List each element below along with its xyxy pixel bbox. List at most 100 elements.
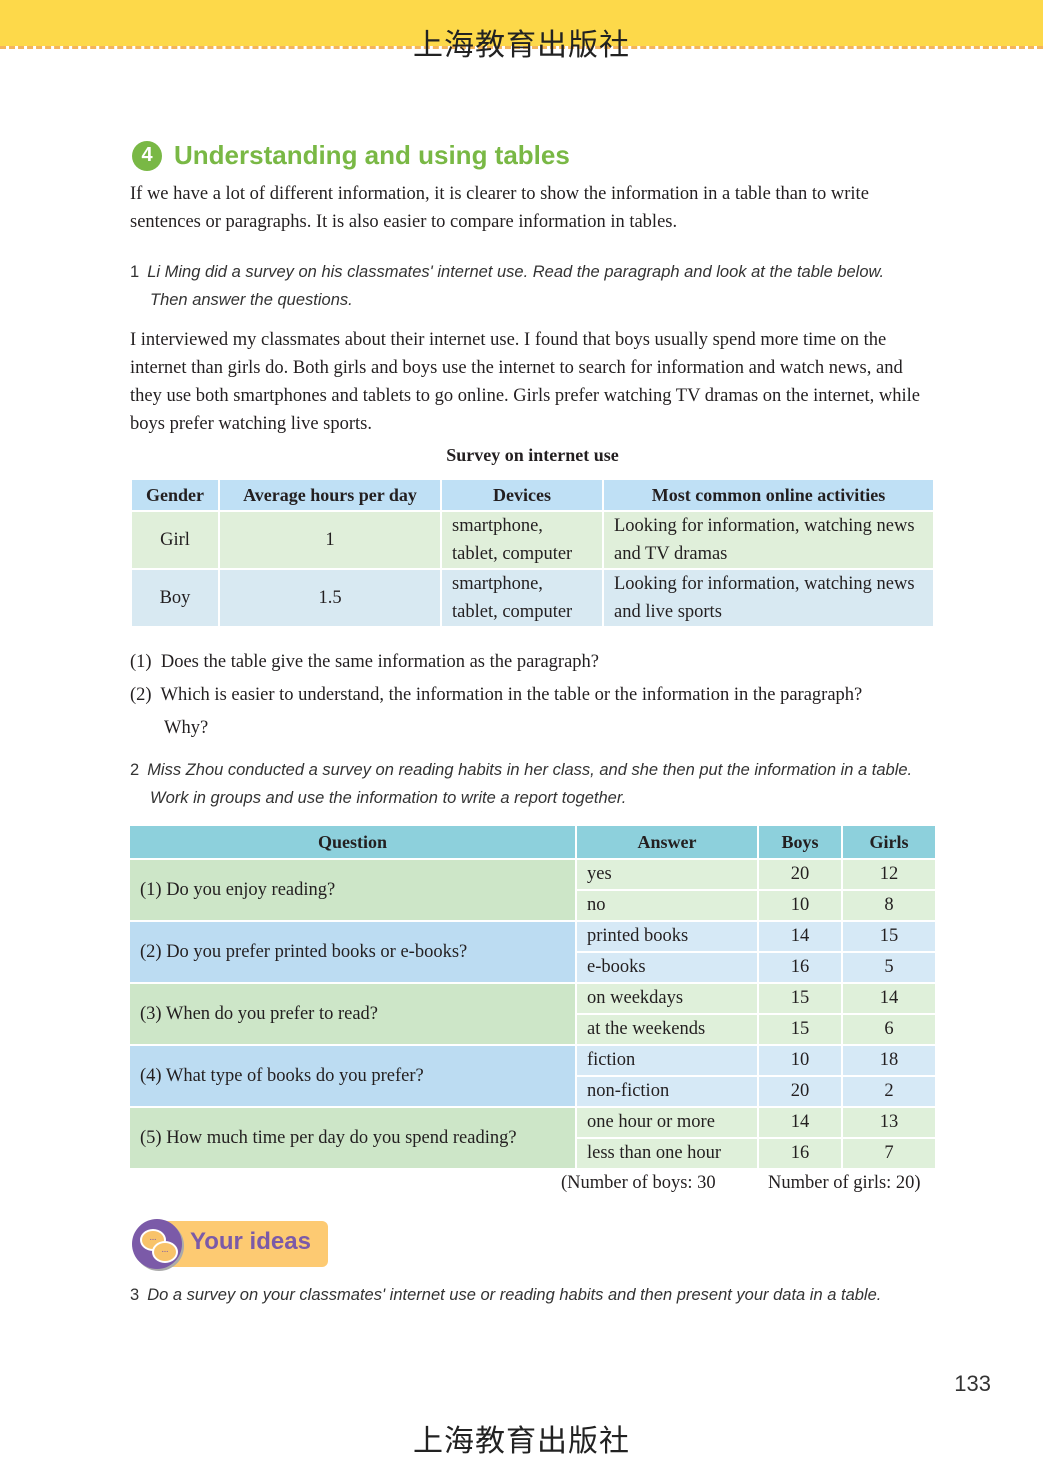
instruction-line: Miss Zhou conducted a survey on reading …: [147, 761, 913, 779]
cell: smartphone, tablet, computer: [440, 568, 604, 628]
cell: smartphone, tablet, computer: [440, 510, 604, 570]
boys-cell: 16: [757, 951, 843, 984]
question-label: (1): [130, 652, 152, 672]
girls-cell: 15: [841, 920, 937, 953]
cell: Looking for information, watching news a…: [602, 568, 935, 628]
table-row: less than one hour 16 7: [129, 1137, 937, 1170]
table-row: no 10 8: [129, 889, 937, 922]
survey-paragraph: I interviewed my classmates about their …: [130, 330, 921, 434]
publisher-watermark-bottom: 上海教育出版社: [413, 1424, 630, 1459]
task1-instruction: 1 Li Ming did a survey on his classmates'…: [130, 258, 940, 314]
cell: 1: [218, 510, 442, 570]
column-header: Most common online activities: [602, 478, 935, 512]
boys-cell: 20: [757, 1075, 843, 1108]
answer-cell: non-fiction: [575, 1075, 759, 1108]
girls-cell: 8: [841, 889, 937, 922]
question-2: (2) Which is easier to understand, the i…: [130, 679, 862, 745]
answer-cell: fiction: [575, 1044, 759, 1077]
answer-cell: less than one hour: [575, 1137, 759, 1170]
reading-habits-table: Question Answer Boys Girls (1) Do you en…: [128, 824, 937, 1170]
page-number: 133: [954, 1371, 991, 1396]
dashed-line: [0, 46, 1043, 49]
column-header: Boys: [757, 824, 843, 860]
girls-cell: 18: [841, 1044, 937, 1077]
girls-cell: 6: [841, 1013, 937, 1046]
column-header: Answer: [575, 824, 759, 860]
table-row: non-fiction 20 2: [129, 1075, 937, 1108]
task-number: 3: [130, 1286, 140, 1304]
section-heading: 4 Understanding and using tables: [132, 140, 570, 171]
boys-cell: 16: [757, 1137, 843, 1170]
question-text: Which is easier to understand, the infor…: [160, 685, 863, 705]
answer-cell: at the weekends: [575, 1013, 759, 1046]
publisher-watermark-top: 上海教育出版社: [413, 28, 630, 63]
answer-cell: printed books: [575, 920, 759, 953]
question-cell: (3) When do you prefer to read?: [128, 982, 577, 1046]
boys-cell: 14: [757, 920, 843, 953]
table-row: (1) Do you enjoy reading? yes 20 12: [128, 858, 937, 922]
cell: 1.5: [218, 568, 442, 628]
column-header: Average hours per day: [218, 478, 442, 512]
girls-cell: 2: [841, 1075, 937, 1108]
girls-cell: 14: [841, 982, 937, 1015]
answer-cell: on weekdays: [575, 982, 759, 1015]
task2-instruction: 2 Miss Zhou conducted a survey on reading…: [130, 756, 940, 812]
table-row: Girl 1 smartphone, tablet, computer Look…: [130, 510, 935, 570]
boys-cell: 20: [757, 858, 843, 891]
girls-count-note: Number of girls: 20): [768, 1173, 921, 1193]
table-title: Survey on internet use: [446, 445, 619, 465]
column-header: Question: [128, 824, 577, 860]
table-row: Boy 1.5 smartphone, tablet, computer Loo…: [130, 568, 935, 628]
question-cell: (5) How much time per day do you spend r…: [128, 1106, 577, 1170]
your-ideas-label: Your ideas: [190, 1228, 311, 1255]
speech-bubbles-icon: ... ...: [132, 1219, 182, 1269]
column-header: Devices: [440, 478, 604, 512]
table-row: (2) Do you prefer printed books or e-boo…: [128, 920, 937, 984]
boys-cell: 10: [757, 1044, 843, 1077]
boys-cell: 15: [757, 982, 843, 1015]
cell: Girl: [130, 510, 220, 570]
boys-cell: 10: [757, 889, 843, 922]
answer-cell: no: [575, 889, 759, 922]
your-ideas-badge: ... ... Your ideas: [132, 1219, 328, 1269]
column-header: Girls: [841, 824, 937, 860]
task-number: 2: [130, 761, 140, 779]
table-row: at the weekends 15 6: [129, 1013, 937, 1046]
cell: Looking for information, watching news a…: [602, 510, 935, 570]
question-cell: (4) What type of books do you prefer?: [128, 1044, 577, 1108]
table-row: (3) When do you prefer to read? on weekda…: [128, 982, 937, 1046]
question-1: (1) Does the table give the same informa…: [130, 646, 599, 679]
table-row: e-books 16 5: [129, 951, 937, 984]
intro-text: If we have a lot of different informatio…: [130, 184, 869, 232]
task3-instruction: 3 Do a survey on your classmates' interne…: [130, 1281, 940, 1309]
answer-cell: yes: [575, 858, 759, 891]
girls-cell: 13: [841, 1106, 937, 1139]
instruction-line: Then answer the questions.: [150, 291, 353, 309]
table-row: (5) How much time per day do you spend r…: [128, 1106, 937, 1170]
column-header: Gender: [130, 478, 220, 512]
boys-cell: 14: [757, 1106, 843, 1139]
cell: Boy: [130, 568, 220, 628]
question-cell: (2) Do you prefer printed books or e-boo…: [128, 920, 577, 984]
question-text: Why?: [164, 718, 209, 738]
instruction-line: Work in groups and use the information t…: [150, 789, 627, 807]
question-text: Does the table give the same information…: [160, 652, 600, 672]
table-row: (4) What type of books do you prefer? fic…: [128, 1044, 937, 1108]
section-number: 4: [132, 140, 162, 171]
girls-cell: 5: [841, 951, 937, 984]
boys-count-note: (Number of boys: 30: [561, 1173, 716, 1193]
boys-cell: 15: [757, 1013, 843, 1046]
girls-cell: 12: [841, 858, 937, 891]
instruction-line: Do a survey on your classmates' internet…: [147, 1286, 882, 1304]
question-label: (2): [130, 685, 152, 705]
question-cell: (1) Do you enjoy reading?: [128, 858, 577, 922]
section-title: Understanding and using tables: [174, 140, 570, 170]
girls-cell: 7: [841, 1137, 937, 1170]
answer-cell: e-books: [575, 951, 759, 984]
task-number: 1: [130, 263, 140, 281]
answer-cell: one hour or more: [575, 1106, 759, 1139]
bubble-icon: ...: [152, 1241, 178, 1263]
top-banner: [0, 0, 1043, 46]
internet-use-table: Gender Average hours per day Devices Mos…: [130, 478, 935, 628]
